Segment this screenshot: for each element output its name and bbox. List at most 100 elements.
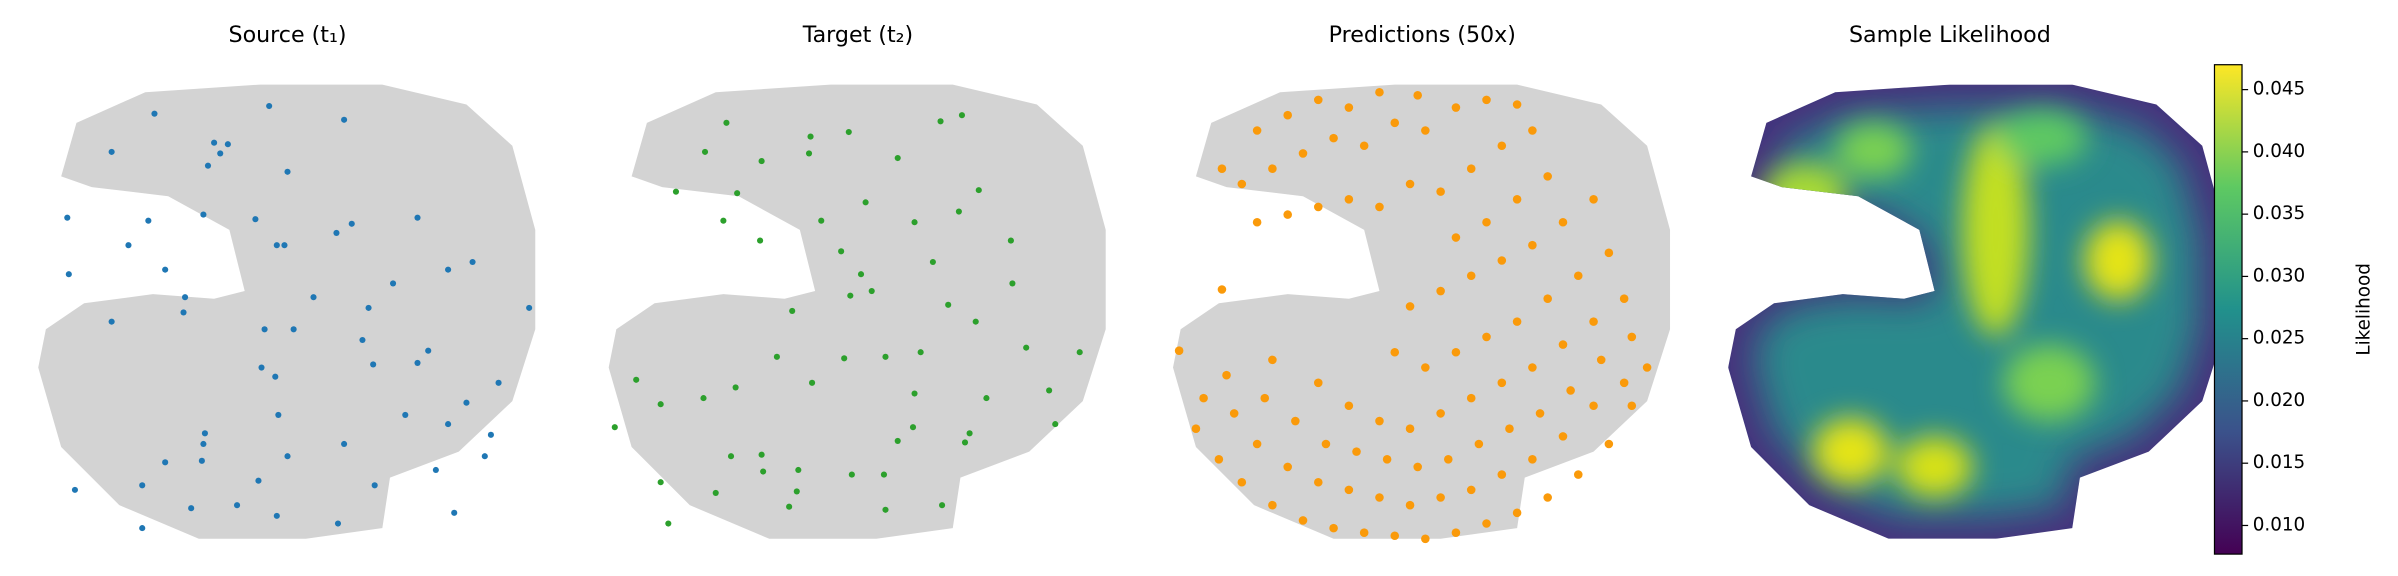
point — [1528, 126, 1537, 135]
point — [1505, 424, 1514, 433]
point — [1260, 393, 1270, 403]
point — [818, 217, 825, 224]
point — [1352, 447, 1361, 456]
point — [672, 188, 680, 195]
point — [1589, 401, 1598, 411]
point — [972, 318, 979, 325]
point — [758, 158, 765, 165]
point — [1512, 195, 1522, 204]
tick-label: 0.020 — [2253, 390, 2306, 411]
point — [348, 220, 355, 227]
point — [463, 399, 470, 406]
point — [252, 216, 259, 223]
point — [1421, 534, 1430, 544]
point — [1512, 100, 1522, 109]
point — [1344, 401, 1354, 411]
point — [224, 141, 231, 148]
point — [911, 219, 918, 226]
point — [909, 424, 917, 431]
point — [1497, 378, 1507, 388]
point — [162, 266, 169, 273]
point — [1329, 523, 1338, 533]
point — [139, 482, 146, 489]
point — [481, 453, 488, 460]
point — [1466, 393, 1476, 403]
point — [273, 242, 280, 249]
point — [1596, 355, 1606, 365]
point — [108, 318, 115, 325]
point — [1443, 455, 1453, 464]
point — [365, 304, 372, 311]
tick-label: 0.035 — [2253, 203, 2306, 224]
point — [845, 128, 852, 136]
point — [333, 229, 340, 237]
point — [665, 520, 672, 527]
point — [1359, 528, 1369, 537]
point — [1466, 271, 1476, 281]
point — [275, 411, 282, 418]
point — [370, 361, 377, 368]
point — [414, 214, 421, 221]
point — [1573, 470, 1583, 479]
point — [657, 401, 664, 408]
point — [1421, 126, 1430, 135]
point — [445, 266, 452, 273]
tick-label: 0.025 — [2253, 328, 2306, 349]
point — [284, 453, 291, 460]
point — [188, 505, 195, 512]
point — [1321, 439, 1331, 449]
tick-label: 0.045 — [2253, 79, 2306, 100]
point — [894, 437, 901, 444]
panel-title: Target (t₂) — [802, 22, 913, 48]
point — [882, 353, 889, 360]
point — [151, 110, 158, 117]
point — [723, 119, 730, 126]
point — [290, 326, 297, 333]
point — [1421, 363, 1430, 372]
point — [1619, 378, 1629, 388]
point — [1497, 141, 1507, 151]
point — [1482, 332, 1491, 342]
point — [310, 294, 317, 301]
point — [1390, 347, 1400, 357]
point — [929, 258, 936, 266]
point — [657, 479, 664, 486]
point — [1558, 340, 1568, 349]
point — [1283, 210, 1292, 219]
point — [1283, 462, 1292, 472]
point — [1237, 477, 1247, 487]
point — [1482, 95, 1491, 105]
point — [1466, 485, 1476, 495]
point — [1314, 378, 1323, 388]
colorbar-label: Likelihood — [2353, 263, 2374, 355]
point — [1359, 141, 1369, 151]
point — [1543, 294, 1552, 303]
point — [1268, 355, 1277, 365]
point — [1566, 386, 1575, 395]
point — [1589, 195, 1598, 204]
point — [1543, 172, 1552, 181]
point — [389, 280, 397, 287]
point — [937, 118, 944, 125]
panel-title: Source (t₁) — [229, 22, 347, 48]
point — [451, 509, 458, 516]
point — [1344, 195, 1354, 204]
point — [1023, 344, 1030, 351]
point — [1619, 294, 1629, 303]
point — [1199, 393, 1208, 403]
tick-label: 0.040 — [2253, 141, 2306, 162]
point — [1482, 217, 1491, 227]
point — [727, 453, 735, 460]
point — [272, 373, 279, 380]
point — [868, 288, 875, 295]
heatmap — [1728, 84, 2226, 539]
point — [1390, 531, 1400, 541]
point — [1512, 508, 1522, 518]
point — [1291, 416, 1300, 426]
point — [334, 520, 342, 527]
point — [1413, 462, 1422, 472]
point — [793, 488, 800, 495]
point — [1217, 164, 1227, 173]
point — [1482, 519, 1491, 528]
